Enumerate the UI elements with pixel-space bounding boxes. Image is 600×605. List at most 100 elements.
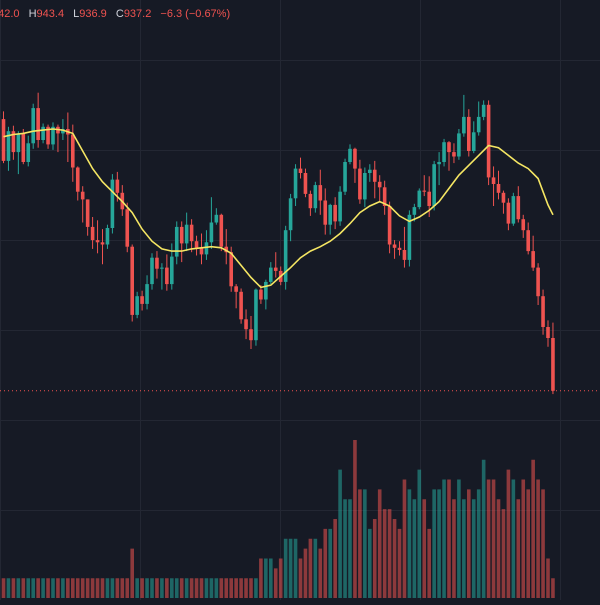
- volume-bar: [377, 489, 382, 598]
- volume-bar: [204, 578, 209, 598]
- candle-body: [269, 267, 273, 282]
- candle-body: [249, 329, 253, 341]
- candle-body: [412, 207, 417, 215]
- candle-body: [427, 191, 431, 206]
- volume-bar: [21, 578, 26, 598]
- candle-body: [16, 133, 21, 153]
- close-label: C: [115, 8, 124, 20]
- volume-bar: [343, 499, 347, 598]
- volume-bar: [194, 578, 199, 598]
- volume-bar: [150, 578, 154, 598]
- volume-bar: [36, 578, 40, 598]
- candle-body: [189, 224, 194, 242]
- candle-body: [174, 226, 179, 257]
- volume-bar: [219, 578, 224, 598]
- candle-body: [308, 193, 313, 209]
- candle-body: [130, 246, 134, 315]
- candle-body: [1, 119, 6, 161]
- open-value: 942.0: [0, 8, 20, 20]
- volume-bar: [447, 479, 451, 598]
- candle-body: [372, 169, 377, 182]
- volume-bar: [293, 538, 298, 598]
- candle-body: [491, 177, 496, 184]
- volume-bar: [80, 578, 85, 598]
- volume-bar: [85, 578, 90, 598]
- volume-bar: [75, 578, 80, 598]
- candle-body: [397, 247, 402, 250]
- volume-bar: [318, 548, 323, 598]
- candle-body: [318, 185, 323, 201]
- candle-body: [382, 187, 387, 206]
- candle-body: [155, 257, 159, 269]
- volume-bar: [125, 578, 130, 598]
- candle-body: [6, 131, 11, 161]
- candle-body: [254, 289, 258, 341]
- volume-bar: [551, 578, 555, 598]
- candle-body: [442, 142, 446, 162]
- candle-body: [353, 148, 357, 169]
- candle-body: [105, 228, 110, 245]
- volume-bar: [160, 578, 164, 598]
- candle-body: [476, 116, 481, 133]
- candle-body: [194, 241, 199, 248]
- volume-bar: [333, 519, 337, 598]
- candle-body: [313, 185, 318, 209]
- candle-body: [150, 257, 154, 285]
- candle-body: [71, 134, 75, 168]
- volume-bar: [254, 578, 258, 598]
- volume-bar: [348, 499, 352, 598]
- candle-body: [199, 247, 204, 255]
- volume-bar: [442, 479, 446, 598]
- candle-body: [422, 190, 427, 192]
- volume-bar: [229, 578, 233, 598]
- volume-bar: [437, 489, 441, 598]
- candle-body: [11, 131, 16, 153]
- candle-body: [110, 179, 115, 228]
- candle-body: [283, 230, 288, 282]
- volume-bar: [249, 578, 253, 598]
- volume-bar: [155, 578, 159, 598]
- high-label: H: [28, 8, 37, 20]
- volume-bar: [170, 578, 174, 598]
- volume-bar: [303, 548, 308, 598]
- candle-body: [244, 319, 248, 330]
- candle-body: [219, 214, 224, 247]
- volume-bar: [140, 578, 144, 598]
- volume-bar: [199, 578, 204, 598]
- candle-body: [21, 133, 26, 162]
- volume-bar: [531, 459, 535, 598]
- volume-bar: [95, 578, 100, 598]
- candle-body: [170, 256, 174, 285]
- candle-body: [90, 226, 95, 241]
- candle-body: [407, 214, 412, 260]
- candle-body: [521, 219, 526, 231]
- candle-body: [36, 108, 40, 140]
- volume-bar: [130, 548, 134, 598]
- candle-body: [432, 164, 436, 206]
- volume-bar: [41, 578, 45, 598]
- volume-bar: [471, 499, 476, 598]
- candle-body: [377, 181, 382, 188]
- volume-bar: [432, 489, 436, 598]
- volume-bar: [278, 558, 283, 598]
- volume-bar: [457, 479, 461, 598]
- volume-bar: [259, 558, 263, 598]
- candle-body: [85, 199, 90, 227]
- candle-body: [61, 129, 65, 134]
- candle-body: [486, 104, 491, 178]
- candle-body: [26, 143, 31, 162]
- candle-body: [273, 267, 278, 271]
- volume-bar: [462, 499, 466, 598]
- volume-bar: [115, 578, 120, 598]
- volume-bar: [486, 479, 491, 598]
- volume-bar: [214, 578, 219, 598]
- ohlc-legend: 942.0 H943.4 L936.9 C937.2 −6.3 (−0.67%): [0, 8, 230, 20]
- candle-body: [402, 250, 407, 260]
- candle-body: [368, 169, 372, 173]
- candle-body: [204, 242, 209, 255]
- candle-body: [184, 224, 189, 244]
- candle-body: [115, 179, 120, 193]
